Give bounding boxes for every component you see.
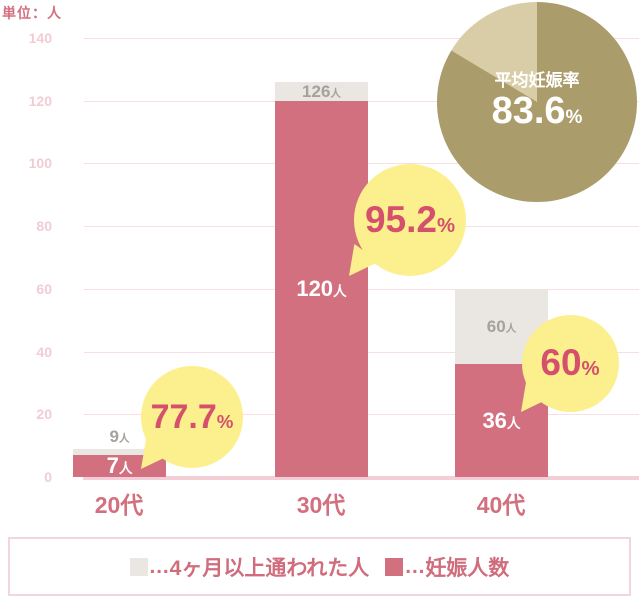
x-axis-label-40代: 40代 (476, 492, 526, 518)
legend-item-attended: … 4ヶ月以上通われた人 (129, 552, 370, 582)
y-axis-tick-0: 0 (44, 469, 52, 485)
rate-value-40代: 60% (540, 342, 600, 383)
bar-total-label-30代: 126人 (302, 82, 341, 101)
y-axis-tick-80: 80 (36, 218, 52, 234)
gridline-140 (84, 38, 639, 39)
rate-bubble-20代: 77.7% (141, 366, 243, 468)
y-axis-tick-60: 60 (36, 281, 52, 297)
x-axis-label-30代: 30代 (296, 492, 346, 518)
rate-value-30代: 95.2% (364, 199, 456, 240)
legend-label-pregnant: 妊娠人数 (425, 556, 510, 580)
average-rate-badge: 平均妊娠率 83.6% (437, 2, 637, 202)
bar-pregnant-label-40代: 36人 (482, 408, 521, 433)
bar-pregnant-segment-30代 (275, 101, 368, 477)
legend-swatch-attended (129, 557, 148, 576)
bar-pregnant-label-30代: 120人 (296, 276, 347, 301)
y-axis-tick-100: 100 (28, 155, 52, 171)
y-axis-tick-20: 20 (36, 406, 52, 422)
unit-label: 単位：人 (2, 5, 62, 21)
average-rate-percent-sign: % (565, 107, 583, 129)
average-rate-number: 83.6 (491, 90, 566, 133)
rate-bubble-40代: 60% (521, 314, 619, 412)
x-axis-label-20代: 20代 (94, 492, 144, 518)
bar-total-label-40代: 60人 (486, 317, 517, 336)
bar-total-label-20代: 9人 (109, 427, 130, 446)
rate-value-20代: 77.7% (150, 397, 234, 436)
legend: … 4ヶ月以上通われた人 … 妊娠人数 (8, 537, 631, 596)
legend-label-attended: 4ヶ月以上通われた人 (169, 556, 370, 580)
rate-bubble-30代: 95.2% (354, 164, 466, 276)
gridline-0 (83, 476, 639, 480)
average-rate-label: 平均妊娠率 (494, 70, 580, 90)
bar-pregnant-label-20代: 7人 (106, 453, 133, 478)
y-axis-tick-40: 40 (36, 344, 52, 360)
legend-prefix: … (148, 554, 170, 578)
legend-swatch-pregnant (385, 557, 404, 576)
legend-prefix: … (404, 554, 426, 578)
legend-item-pregnant: … 妊娠人数 (385, 552, 509, 582)
y-axis-tick-140: 140 (28, 30, 52, 46)
y-axis-tick-120: 120 (28, 93, 52, 109)
average-rate-value: 83.6% (491, 90, 583, 133)
